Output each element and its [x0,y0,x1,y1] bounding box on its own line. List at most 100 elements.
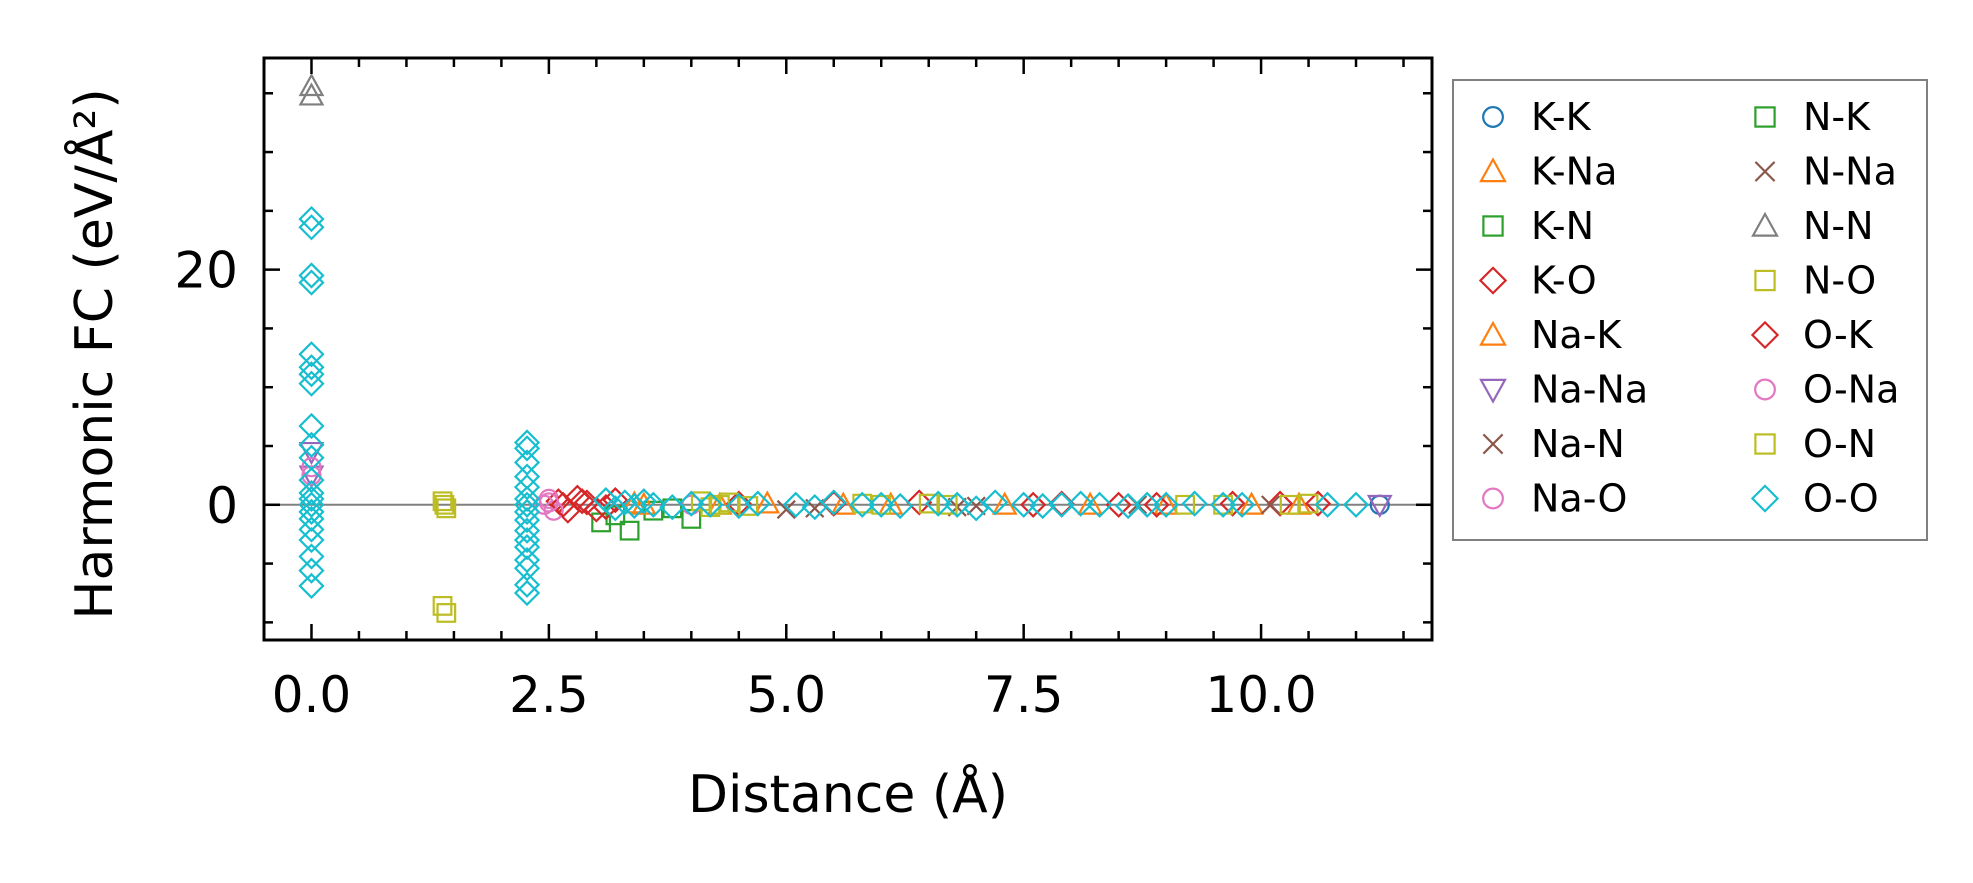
legend-label: O-K [1803,313,1874,357]
data-point [630,488,657,515]
data-point [925,490,952,517]
legend-marker [1479,378,1507,404]
data-point [513,435,541,462]
data-point [298,505,325,533]
data-point [513,579,541,607]
data-point [298,572,325,600]
legend-entry: Na-Na [1479,368,1648,412]
legend-entry: N-Na [1754,150,1897,194]
data-point [1260,495,1281,515]
x-axis-label: Distance (Å) [688,763,1008,825]
data-point [513,555,541,582]
data-point [830,491,857,515]
legend-marker [1482,433,1504,455]
series-o-k [550,488,1170,521]
legend-entry: K-O [1478,259,1597,303]
data-point [298,526,325,554]
data-point [513,474,541,501]
data-point [738,496,759,516]
data-point [513,506,541,534]
data-point [678,490,705,517]
legend-entry: N-O [1754,259,1876,303]
legend-label: K-N [1531,204,1594,248]
legend-label: Na-Na [1531,368,1648,412]
data-point [298,516,325,543]
data-point [434,494,455,515]
legend-entry: Na-K [1479,313,1622,357]
data-point [298,498,325,525]
data-point [697,491,724,518]
data-point [1115,492,1142,520]
data-point [849,491,876,518]
legend-entry: O-O [1750,477,1879,521]
legend-entry: K-K [1482,95,1592,139]
data-point [1143,491,1170,518]
legend-label: N-Na [1803,150,1897,194]
data-point [944,491,971,518]
data-point [298,361,325,388]
legend-entry: O-K [1750,313,1874,357]
data-point [298,341,325,368]
data-point [538,492,559,513]
data-point [1238,491,1265,515]
data-point [1010,491,1037,518]
data-point [820,489,847,516]
data-point [776,499,796,520]
legend-entry: O-Na [1754,368,1899,412]
data-point [1029,492,1056,520]
legend-entry: N-K [1754,95,1871,139]
legend-marker [1754,378,1776,401]
data-point [966,496,986,516]
axes: 0.0 2.5 5.0 7.5 10.0 0 20 [174,56,1434,724]
legend-marker [1754,106,1776,128]
data-point [1067,490,1094,517]
legend-marker [1754,161,1776,182]
legend-entry: Na-N [1482,422,1625,466]
legend-entry: O-N [1754,422,1876,466]
data-point [1209,491,1237,518]
data-point [513,546,541,574]
data-point [906,489,933,516]
data-point [298,262,325,289]
legend-label: K-Na [1531,150,1617,194]
legend-entry: Na-O [1482,477,1627,521]
data-point [1086,491,1113,518]
data-point [982,489,1009,516]
data-point [513,491,541,518]
data-point [298,205,325,233]
data-point [432,491,453,512]
data-point [298,466,325,494]
data-point [1077,491,1104,515]
legend-marker [1750,484,1780,513]
legend-marker [1478,266,1508,295]
data-point [621,492,648,520]
series-n-n [298,72,325,106]
data-point [432,596,453,616]
data-point [301,465,322,486]
legend-entry: N-N [1751,204,1874,248]
data-point [1366,494,1393,519]
legend-marker [1751,211,1779,237]
data-point [640,491,667,518]
legend-marker [1754,433,1776,455]
data-point [298,72,325,97]
legend-label: N-N [1803,204,1874,248]
data-point [963,495,990,522]
data-point [1228,491,1256,518]
data-point [298,354,325,381]
data-point [1048,491,1075,518]
data-point [298,431,325,458]
x-tick-label: 2.5 [509,666,589,724]
y-tick-label: 20 [174,242,238,300]
series-o-na [301,457,559,513]
legend-label: K-O [1531,259,1597,303]
data-point [619,520,640,541]
data-point [1219,490,1246,517]
data-point [298,543,325,570]
data-point [1279,494,1300,515]
x-tick-label: 5.0 [747,666,827,724]
data-point [1134,491,1161,518]
y-axis-label: Harmonic FC (eV/Å²) [63,88,125,619]
data-point [1304,490,1332,517]
data-point [298,479,325,507]
